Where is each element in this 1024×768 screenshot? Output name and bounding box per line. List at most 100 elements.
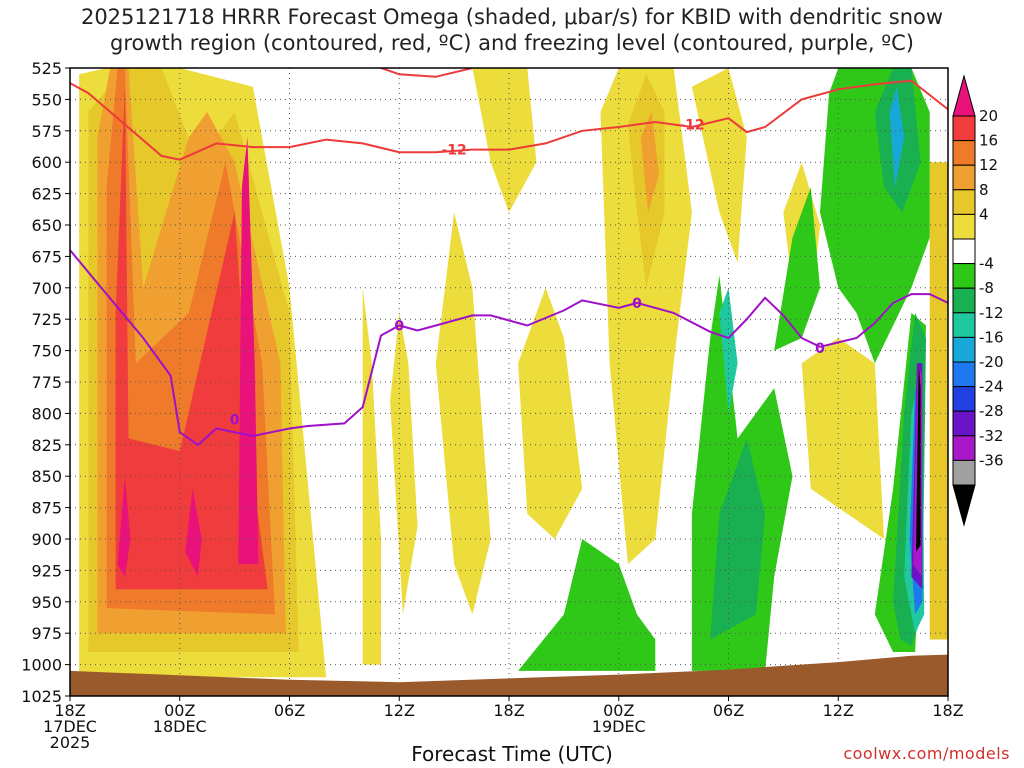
- y-tick-label-750: 750: [31, 342, 62, 361]
- omega-region-4: [115, 86, 268, 590]
- colorbar-label-3: 8: [979, 181, 989, 199]
- y-axis: 525 550 575 600 625 650 675 700 725 750 775 800 825 8…: [21, 59, 70, 706]
- chart-title: 2025121718 HRRR Forecast Omega (shaded, …: [0, 4, 1024, 56]
- colorbar-box-14: [952, 459, 976, 486]
- colorbar-box-7: [952, 287, 976, 314]
- colorbar-label-5: -4: [979, 255, 994, 273]
- x-tick-label-18-1: 12Z: [384, 701, 415, 720]
- y-tick-label-550: 550: [31, 90, 62, 109]
- fz-label-4-group: 0: [815, 341, 825, 357]
- colorbar-label-6: -8: [979, 279, 994, 297]
- omega-region-26: [710, 438, 766, 640]
- x-tick-label-24-1: 18Z: [493, 701, 524, 720]
- omega-shading: [79, 68, 948, 678]
- y-tick-label-700: 700: [31, 279, 62, 298]
- x-tick-label-0-3: 2025: [50, 733, 91, 752]
- x-tick-label-48-1: 18Z: [932, 701, 963, 720]
- colorbar-label-11: -28: [979, 402, 1004, 420]
- omega-region-35: [916, 363, 921, 552]
- colorbar-label-1: 16: [979, 132, 998, 150]
- omega-region-16: [691, 68, 747, 263]
- colorbar-label-12: -32: [979, 427, 1004, 445]
- y-tick-label-575: 575: [31, 122, 62, 141]
- colorbar-box-6: [952, 263, 976, 289]
- y-tick-label-925: 925: [31, 561, 62, 580]
- colorbar-box-11: [952, 386, 976, 412]
- x-tick-label-0-1: 18Z: [54, 701, 85, 720]
- colorbar-box-9: [952, 336, 976, 363]
- fz-label-3-group: 0: [632, 296, 642, 312]
- colorbar-label-4: 4: [979, 205, 989, 223]
- colorbar-box-3: [952, 189, 976, 215]
- credit-link[interactable]: coolwx.com/models: [843, 744, 1010, 763]
- x-tick-label-6-2: 18DEC: [153, 717, 207, 736]
- omega-region-13: [600, 68, 692, 565]
- omega-region-9: [390, 312, 418, 615]
- y-tick-label-875: 875: [31, 499, 62, 518]
- colorbar-label-13: -36: [979, 451, 1004, 469]
- y-tick-label-600: 600: [31, 153, 62, 172]
- fz-label-4: 0: [815, 341, 825, 357]
- omega-region-15: [640, 112, 659, 213]
- y-tick-label-900: 900: [31, 530, 62, 549]
- omega-region-5: [117, 476, 131, 577]
- fz-label-3: 0: [632, 296, 642, 312]
- y-tick-label-825: 825: [31, 436, 62, 455]
- ground-polygon: [70, 654, 948, 696]
- omega-region-6: [185, 488, 202, 577]
- fz-label-2-group: 0: [394, 318, 404, 334]
- y-tick-label-725: 725: [31, 310, 62, 329]
- colorbar: 20 16 12 8 4 -4 -8 -12 -16 -20 -24 -28 -32 -36: [952, 74, 1004, 527]
- x-tick-label-30-2: 19DEC: [592, 717, 646, 736]
- colorbar-label-0: 20: [979, 107, 998, 125]
- omega-region-31: [889, 86, 905, 188]
- dgz-label-1: -12: [441, 143, 466, 159]
- terrain-ground: [70, 654, 948, 696]
- colorbar-label-7: -12: [979, 304, 1004, 322]
- y-tick-label-775: 775: [31, 373, 62, 392]
- colorbar-label-10: -24: [979, 378, 1004, 396]
- x-tick-label-30-1: 00Z: [603, 701, 634, 720]
- colorbar-box-4: [952, 213, 976, 240]
- colorbar-box-12: [952, 410, 976, 437]
- y-tick-label-675: 675: [31, 247, 62, 266]
- fz-label-1-group: 0: [230, 413, 240, 429]
- omega-region-8: [362, 287, 381, 665]
- dgz-upper-contour: [380, 68, 473, 78]
- colorbar-bottom-arrow: [952, 484, 976, 527]
- x-tick-label-12-1: 06Z: [274, 701, 305, 720]
- x-tick-label-6-1: 00Z: [164, 701, 195, 720]
- x-tick-label-36-1: 06Z: [713, 701, 744, 720]
- freezing-level-contour: [70, 249, 948, 447]
- colorbar-box-13: [952, 435, 976, 461]
- colorbar-label-9: -20: [979, 353, 1004, 371]
- colorbar-box-2: [952, 164, 976, 191]
- y-tick-label-800: 800: [31, 404, 62, 423]
- dgz-label-1-group: -12: [441, 143, 466, 159]
- fz-label-1: 0: [230, 413, 240, 429]
- omega-region-23: [774, 187, 820, 351]
- colorbar-box-1: [952, 140, 976, 166]
- x-tick-label-42-1: 12Z: [823, 701, 854, 720]
- y-tick-label-1000: 1000: [21, 656, 62, 675]
- omega-region-21: [518, 539, 656, 671]
- omega-region-29: [719, 287, 738, 414]
- dgz-label-2: -12: [679, 118, 704, 134]
- colorbar-box-0: [952, 115, 976, 142]
- omega-region-7: [238, 137, 259, 565]
- y-tick-label-625: 625: [31, 185, 62, 204]
- contours: -12 -12 0 0 0 0: [70, 68, 948, 447]
- omega-region-11: [472, 68, 537, 213]
- y-tick-label-975: 975: [31, 624, 62, 643]
- colorbar-box-10: [952, 361, 976, 388]
- colorbar-box-5: [952, 238, 976, 265]
- y-tick-label-950: 950: [31, 593, 62, 612]
- chart-title-line2: growth region (contoured, red, ºC) and f…: [110, 31, 914, 55]
- fz-label-2: 0: [394, 318, 404, 334]
- colorbar-label-8: -16: [979, 328, 1004, 346]
- dgz-minus12-contour: [70, 79, 948, 161]
- dgz-label-2-group: -12: [679, 118, 704, 134]
- colorbar-box-8: [952, 312, 976, 338]
